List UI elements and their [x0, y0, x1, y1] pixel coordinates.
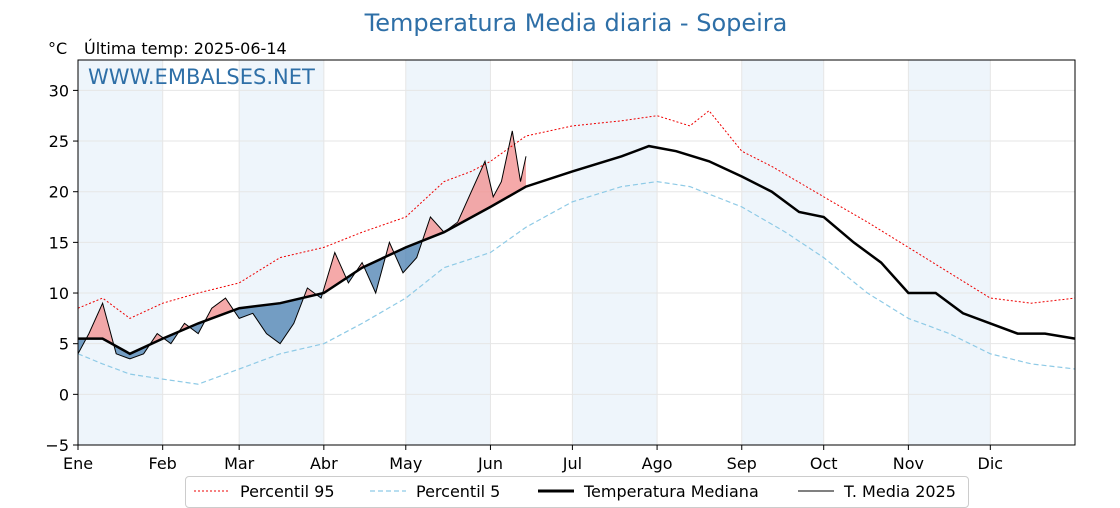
y-tick-label: 25	[49, 132, 69, 151]
legend-swatch-p95	[194, 490, 230, 492]
x-tick-label: Feb	[149, 454, 177, 473]
chart-title: Temperatura Media diaria - Sopeira	[364, 9, 788, 37]
line-percentil-5	[77, 180, 1076, 385]
month-bands	[78, 60, 991, 445]
legend-label-p95: Percentil 95	[240, 481, 335, 501]
legend-item-year: T. Media 2025	[798, 481, 956, 501]
line-temperatura-mediana	[78, 144, 1076, 356]
x-tick-label: Jun	[477, 454, 503, 473]
month-band-3	[572, 60, 658, 445]
x-tick-label: Nov	[893, 454, 924, 473]
legend-label-median: Temperatura Mediana	[584, 481, 759, 501]
y-axis-ticks: −5 0 5 10 15 20 25 30	[45, 81, 78, 455]
last-temp-label: Última temp: 2025-06-14	[84, 39, 287, 58]
y-tick-label: 5	[59, 335, 69, 354]
x-tick-label: Dic	[978, 454, 1004, 473]
y-tick-label: 0	[59, 385, 69, 404]
x-tick-label: Oct	[810, 454, 838, 473]
legend-label-p5: Percentil 5	[416, 481, 501, 501]
above-median-fill-11	[323, 252, 348, 294]
legend-item-p95: Percentil 95	[194, 481, 335, 501]
y-tick-label: 20	[49, 183, 69, 202]
x-tick-label: Sep	[727, 454, 757, 473]
legend-swatch-p5	[370, 490, 406, 492]
y-tick-label: −5	[45, 436, 69, 455]
month-band-2	[405, 60, 491, 445]
below-median-fill-4	[164, 331, 180, 344]
y-tick-label: 30	[49, 81, 69, 100]
above-median-fill-17	[423, 130, 526, 241]
x-tick-label: Mar	[224, 454, 255, 473]
line-t-media-2025	[77, 130, 527, 360]
x-tick-label: Abr	[310, 454, 338, 473]
x-axis-ticks: Ene Feb Mar Abr May Jun Jul Ago Sep Oct Nov Dic	[63, 445, 1003, 473]
below-median-fill-6	[189, 320, 206, 334]
legend-swatch-median	[538, 489, 574, 493]
legend-swatch-year	[798, 490, 834, 492]
below-median-fill-16	[394, 237, 424, 273]
watermark: WWW.EMBALSES.NET	[88, 65, 315, 89]
below-median-fill-2	[114, 343, 151, 359]
legend-item-p5: Percentil 5	[370, 481, 500, 501]
month-band-4	[741, 60, 824, 445]
month-band-0	[78, 60, 163, 445]
below-median-fill-14	[364, 252, 387, 294]
x-tick-label: Jul	[562, 454, 582, 473]
above-median-fill-7	[205, 298, 236, 321]
y-tick-label: 10	[49, 284, 69, 303]
legend-item-median: Temperatura Mediana	[538, 481, 759, 501]
month-band-5	[908, 60, 991, 445]
plot-frame	[77, 59, 1076, 446]
y-tick-label: 15	[49, 233, 69, 252]
x-tick-label: Ene	[63, 454, 93, 473]
legend-label-year: T. Media 2025	[844, 481, 956, 501]
legend: Percentil 95 Percentil 5 Temperatura Med…	[185, 476, 969, 508]
unit-label: °C	[48, 39, 67, 58]
series-lines	[77, 110, 1076, 385]
x-tick-label: Ago	[642, 454, 673, 473]
month-band-1	[239, 60, 324, 445]
x-tick-label: May	[389, 454, 422, 473]
